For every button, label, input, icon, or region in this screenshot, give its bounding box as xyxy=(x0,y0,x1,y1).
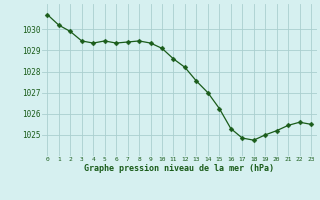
X-axis label: Graphe pression niveau de la mer (hPa): Graphe pression niveau de la mer (hPa) xyxy=(84,164,274,173)
